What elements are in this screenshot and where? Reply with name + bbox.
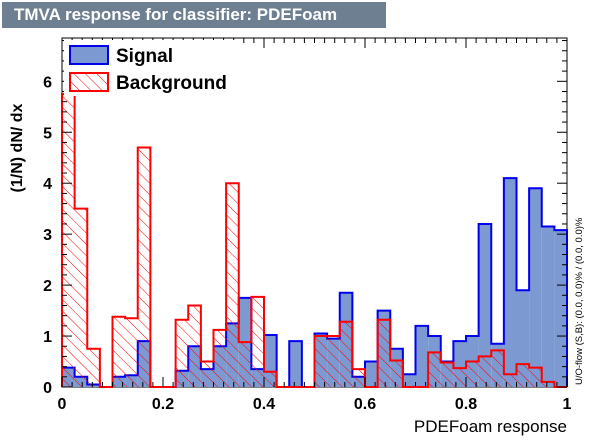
y-tick-label: 6 — [43, 74, 52, 91]
background-bar — [238, 342, 252, 387]
background-bar — [264, 371, 277, 387]
background-bar — [529, 367, 542, 387]
background-bar — [453, 368, 466, 387]
legend-label-background: Background — [116, 73, 227, 94]
signal-bar — [554, 230, 567, 387]
signal-bar — [529, 188, 542, 387]
background-bar — [226, 183, 239, 387]
background-bar — [352, 369, 365, 387]
background-bar — [137, 147, 151, 387]
signal-bar — [503, 178, 517, 387]
y-tick-label: 3 — [43, 227, 52, 244]
background-bar — [251, 296, 264, 387]
background-bar — [390, 360, 403, 387]
y-tick-label: 1 — [43, 329, 52, 346]
x-tick-label: 0.2 — [152, 396, 174, 413]
signal-bar — [478, 223, 492, 387]
x-tick-label: 1 — [563, 396, 572, 413]
signal-bar — [415, 325, 429, 387]
background-bar — [62, 94, 75, 387]
chart-title: TMVA response for classifier: PDEFoam — [2, 2, 386, 28]
background-bar — [87, 348, 100, 387]
background-bar — [428, 352, 441, 387]
signal-bar — [365, 361, 378, 387]
background-bar — [125, 318, 138, 387]
background-bar — [516, 364, 530, 387]
background-bar — [188, 305, 201, 387]
background-bar — [175, 319, 189, 387]
signal-bar — [289, 341, 302, 387]
background-bar — [491, 350, 504, 387]
y-tick-label: 2 — [43, 278, 52, 295]
background-bar — [314, 336, 328, 387]
legend-swatch-signal — [69, 45, 109, 65]
x-tick-label: 0.6 — [354, 396, 376, 413]
signal-bar — [402, 374, 416, 387]
x-tick-label: 0.4 — [253, 396, 275, 413]
background-bar — [440, 362, 454, 387]
legend: Signal Background — [64, 40, 242, 96]
legend-swatch-background — [69, 72, 109, 92]
background-bar — [200, 361, 214, 387]
signal-bar — [541, 226, 555, 387]
y-tick-label: 5 — [43, 125, 52, 142]
y-tick-label: 4 — [43, 176, 52, 193]
legend-label-signal: Signal — [116, 46, 173, 67]
background-bar — [377, 319, 391, 387]
background-bar — [503, 374, 517, 387]
x-tick-label: 0 — [58, 396, 67, 413]
background-bar — [213, 329, 227, 387]
background-bar — [466, 361, 479, 387]
background-bar — [478, 356, 492, 387]
series-background — [61, 93, 567, 388]
background-bar — [339, 321, 353, 387]
background-bar — [541, 381, 555, 387]
background-outline — [61, 93, 567, 388]
x-tick-label: 0.8 — [455, 396, 477, 413]
x-axis-label: PDEFoam response — [414, 417, 567, 436]
background-bar — [74, 208, 88, 387]
y-tick-label: 0 — [43, 380, 52, 397]
background-bar — [327, 336, 340, 387]
y-axis-label: (1/N) dN/ dx — [9, 103, 26, 192]
overflow-note: U/O-flow (S,B): (0.0, 0.0)% / (0.0, 0.0)… — [574, 217, 585, 385]
signal-bar — [516, 290, 530, 387]
background-bar — [112, 316, 126, 387]
